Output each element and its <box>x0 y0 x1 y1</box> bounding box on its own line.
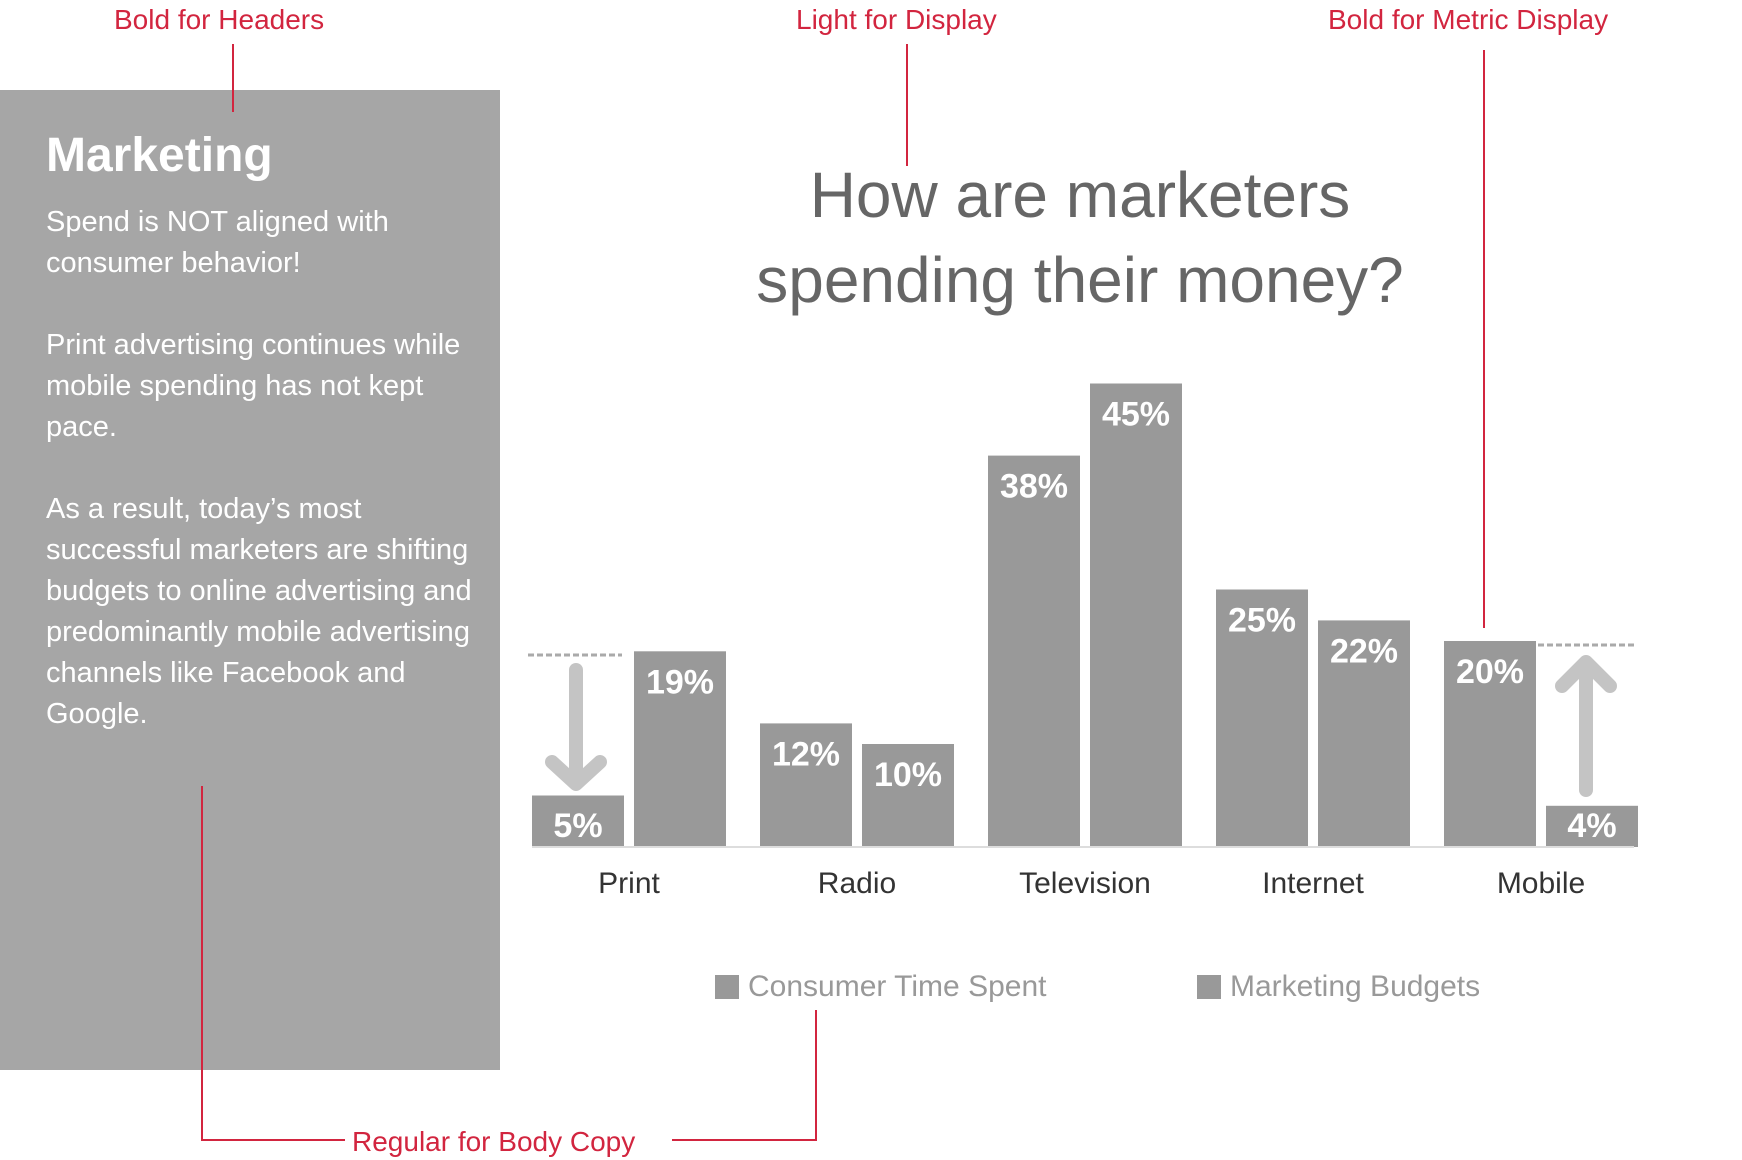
value-label-television-consumer-time-spent: 38% <box>1000 468 1068 506</box>
category-label-mobile: Mobile <box>1497 867 1585 900</box>
up-arrow-head <box>1555 655 1617 693</box>
chart-title-line-1: How are marketers <box>809 159 1351 231</box>
value-label-radio-marketing-budgets: 10% <box>874 756 942 794</box>
annotation-body-bracket-left <box>201 786 345 1141</box>
value-label-television-marketing-budgets: 45% <box>1102 396 1170 434</box>
bar-internet-consumer-time-spent <box>1216 589 1308 847</box>
legend-label-budgets: Marketing Budgets <box>1230 970 1480 1003</box>
bar-internet-marketing-budgets <box>1318 620 1410 847</box>
category-label-print: Print <box>598 867 660 900</box>
legend-swatch-consumer <box>715 975 739 999</box>
category-label-television: Television <box>1019 867 1151 900</box>
category-label-radio: Radio <box>818 867 896 900</box>
info-panel <box>0 90 500 1070</box>
down-arrow-head <box>545 755 607 791</box>
annotation-body: Regular for Body Copy <box>352 1126 636 1157</box>
annotation-body-bracket-right <box>672 1010 817 1141</box>
value-label-internet-consumer-time-spent: 25% <box>1228 602 1296 640</box>
annotation-metric: Bold for Metric Display <box>1328 4 1609 35</box>
bar-television-marketing-budgets <box>1090 383 1182 847</box>
bar-television-consumer-time-spent <box>988 455 1080 847</box>
bar-print-consumer-time-spent <box>532 795 624 847</box>
panel-paragraph-2: Print advertising continues while mobile… <box>46 329 461 443</box>
bar-radio-consumer-time-spent <box>760 723 852 847</box>
chart-title-line-2: spending their money? <box>756 244 1404 316</box>
value-label-mobile-consumer-time-spent: 20% <box>1456 653 1524 691</box>
panel-paragraph-3: As a result, today’s most successful mar… <box>46 493 472 730</box>
value-label-radio-consumer-time-spent: 12% <box>772 735 840 773</box>
annotation-headers: Bold for Headers <box>114 4 325 35</box>
legend-swatch-budgets <box>1197 975 1221 999</box>
panel-title: Marketing <box>46 129 273 182</box>
value-label-print-consumer-time-spent: 5% <box>553 807 602 845</box>
bar-mobile-marketing-budgets <box>1546 805 1638 847</box>
legend-label-consumer: Consumer Time Spent <box>748 970 1047 1003</box>
bar-radio-marketing-budgets <box>862 744 954 847</box>
value-label-mobile-marketing-budgets: 4% <box>1567 807 1616 845</box>
value-label-internet-marketing-budgets: 22% <box>1330 632 1398 670</box>
bar-mobile-consumer-time-spent <box>1444 641 1536 847</box>
panel-paragraph-1: Spend is NOT aligned with consumer behav… <box>46 206 389 279</box>
value-label-print-marketing-budgets: 19% <box>646 663 714 701</box>
bar-print-marketing-budgets <box>634 651 726 847</box>
annotation-display: Light for Display <box>796 4 997 35</box>
category-label-internet: Internet <box>1262 867 1364 900</box>
